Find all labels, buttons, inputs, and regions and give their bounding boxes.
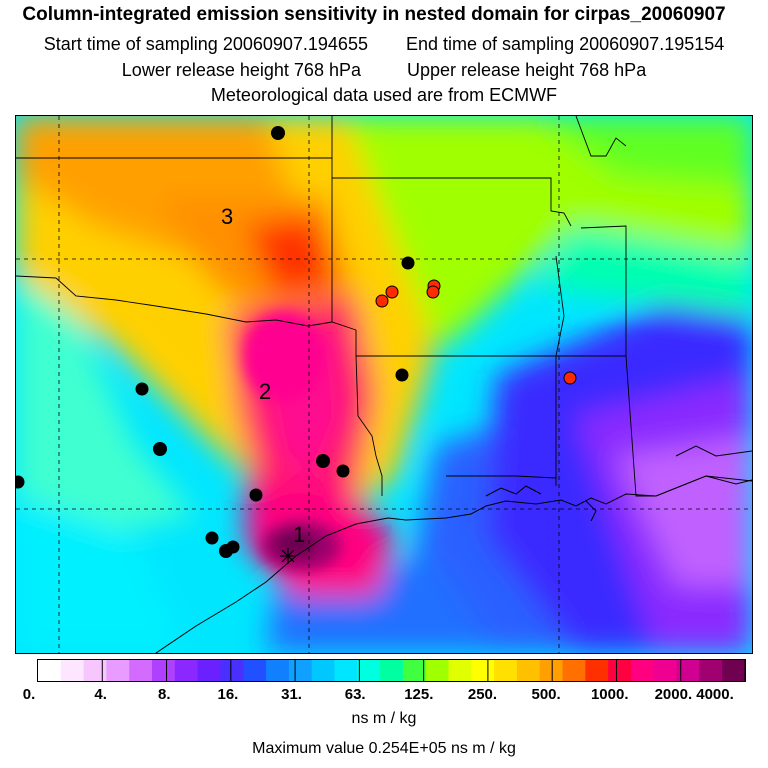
station-dot bbox=[226, 540, 240, 554]
colorbar-swatch bbox=[471, 660, 495, 681]
colorbar-swatch bbox=[83, 660, 108, 681]
colorbar-swatch bbox=[425, 660, 450, 681]
colorbar-swatch bbox=[494, 660, 518, 681]
coastline bbox=[155, 445, 752, 653]
sampling-time-line: Start time of sampling 20060907.194655 E… bbox=[0, 33, 768, 55]
station-dots-black bbox=[16, 126, 415, 558]
colorbar-tick-label: 1000. bbox=[590, 686, 629, 703]
station-dot bbox=[135, 382, 149, 396]
graticule bbox=[16, 116, 752, 653]
colorbar-tick-label: 125. bbox=[404, 686, 434, 703]
colorbar-tick-label: 4. bbox=[94, 686, 107, 703]
colorbar-swatch bbox=[699, 660, 723, 681]
station-dot bbox=[336, 464, 350, 478]
colorbar-swatch bbox=[380, 660, 404, 681]
colorbar-swatch bbox=[357, 660, 381, 681]
colorbar-swatch bbox=[608, 660, 632, 681]
colorbar-tick-label: 500. bbox=[531, 686, 561, 703]
colorbar-swatch bbox=[220, 660, 244, 681]
station-dot bbox=[205, 531, 219, 545]
region-label-1: 1 bbox=[293, 522, 305, 547]
max-value-line: Maximum value 0.254E+05 ns m / kg bbox=[0, 740, 768, 758]
station-dot bbox=[16, 475, 25, 489]
colorbar-swatch bbox=[38, 660, 62, 681]
colorbar-swatch bbox=[676, 660, 700, 681]
colorbar-tick-label: 0. bbox=[22, 686, 36, 703]
max-value-label: Maximum value bbox=[252, 740, 365, 757]
station-dot-red bbox=[563, 371, 577, 385]
colorbar-swatch bbox=[60, 660, 85, 681]
colorbar-swatch bbox=[288, 660, 313, 681]
colorbar-swatch bbox=[630, 660, 655, 681]
colorbar-swatch bbox=[243, 660, 267, 681]
colorbar-swatch bbox=[448, 660, 472, 681]
lower-height-label: Lower release height bbox=[121, 60, 289, 80]
colorbar-swatch bbox=[562, 660, 586, 681]
colorbar-tick-label: 4000. bbox=[696, 686, 734, 703]
colorbar-tick-label: 2000. bbox=[654, 686, 693, 703]
station-dot bbox=[395, 368, 409, 382]
region-label-3: 3 bbox=[221, 204, 233, 229]
upper-height-value: 768 hPa bbox=[579, 60, 647, 80]
station-dot bbox=[271, 126, 285, 140]
release-height-line: Lower release height 768 hPa Upper relea… bbox=[0, 59, 768, 81]
met-data-line: Meteorological data used are from ECMWF bbox=[210, 85, 558, 105]
colorbar-swatch bbox=[539, 660, 564, 681]
colorbar-tick-label: 16. bbox=[217, 686, 239, 703]
star-cross-icon bbox=[280, 548, 296, 564]
plot-title: Column-integrated emission sensitivity i… bbox=[22, 4, 726, 25]
colorbar-swatch bbox=[402, 660, 427, 681]
sensitivity-map: 3 2 1 bbox=[15, 115, 753, 654]
station-dot-red bbox=[375, 294, 389, 308]
colorbar-swatch bbox=[106, 660, 130, 681]
colorbar-swatch bbox=[311, 660, 336, 681]
colorbar-swatch bbox=[129, 660, 153, 681]
colorbar-swatch bbox=[174, 660, 199, 681]
max-value: 0.254E+05 ns m / kg bbox=[368, 740, 516, 757]
colorbar-swatch bbox=[722, 660, 746, 681]
colorbar-swatch bbox=[197, 660, 222, 681]
plume-max bbox=[244, 311, 341, 571]
station-dot bbox=[401, 256, 415, 270]
colorbar-tick-label: 63. bbox=[344, 686, 366, 703]
upper-height-label: Upper release height bbox=[407, 60, 575, 80]
station-dot bbox=[316, 454, 330, 468]
map-canvas: 3 2 1 bbox=[16, 116, 752, 653]
station-dot bbox=[249, 488, 263, 502]
station-dots-red bbox=[375, 279, 577, 385]
station-dot-red bbox=[385, 285, 399, 299]
colorbar-swatch bbox=[585, 660, 609, 681]
colorbar-tick-label: 8. bbox=[158, 686, 171, 703]
station-dot bbox=[153, 442, 167, 456]
colorbar-swatch bbox=[653, 660, 678, 681]
region-label-2: 2 bbox=[259, 379, 271, 404]
colorbar-swatch bbox=[334, 660, 358, 681]
colorbar-swatch bbox=[516, 660, 541, 681]
colorbar-swatches bbox=[38, 660, 746, 681]
start-time-label: Start time of sampling bbox=[43, 34, 218, 54]
station-dot-red bbox=[426, 285, 440, 299]
colorbar-tick-label: 31. bbox=[281, 686, 302, 703]
start-time-value: 20060907.194655 bbox=[222, 34, 368, 54]
colorbar bbox=[37, 659, 746, 682]
colorbar-swatch bbox=[152, 660, 176, 681]
end-time-value: 20060907.195154 bbox=[579, 34, 725, 54]
end-time-label: End time of sampling bbox=[406, 34, 575, 54]
colorbar-swatch bbox=[266, 660, 290, 681]
colorbar-tick-label: 250. bbox=[467, 686, 498, 703]
lower-height-value: 768 hPa bbox=[293, 60, 361, 80]
units-label: ns m / kg bbox=[351, 710, 417, 727]
